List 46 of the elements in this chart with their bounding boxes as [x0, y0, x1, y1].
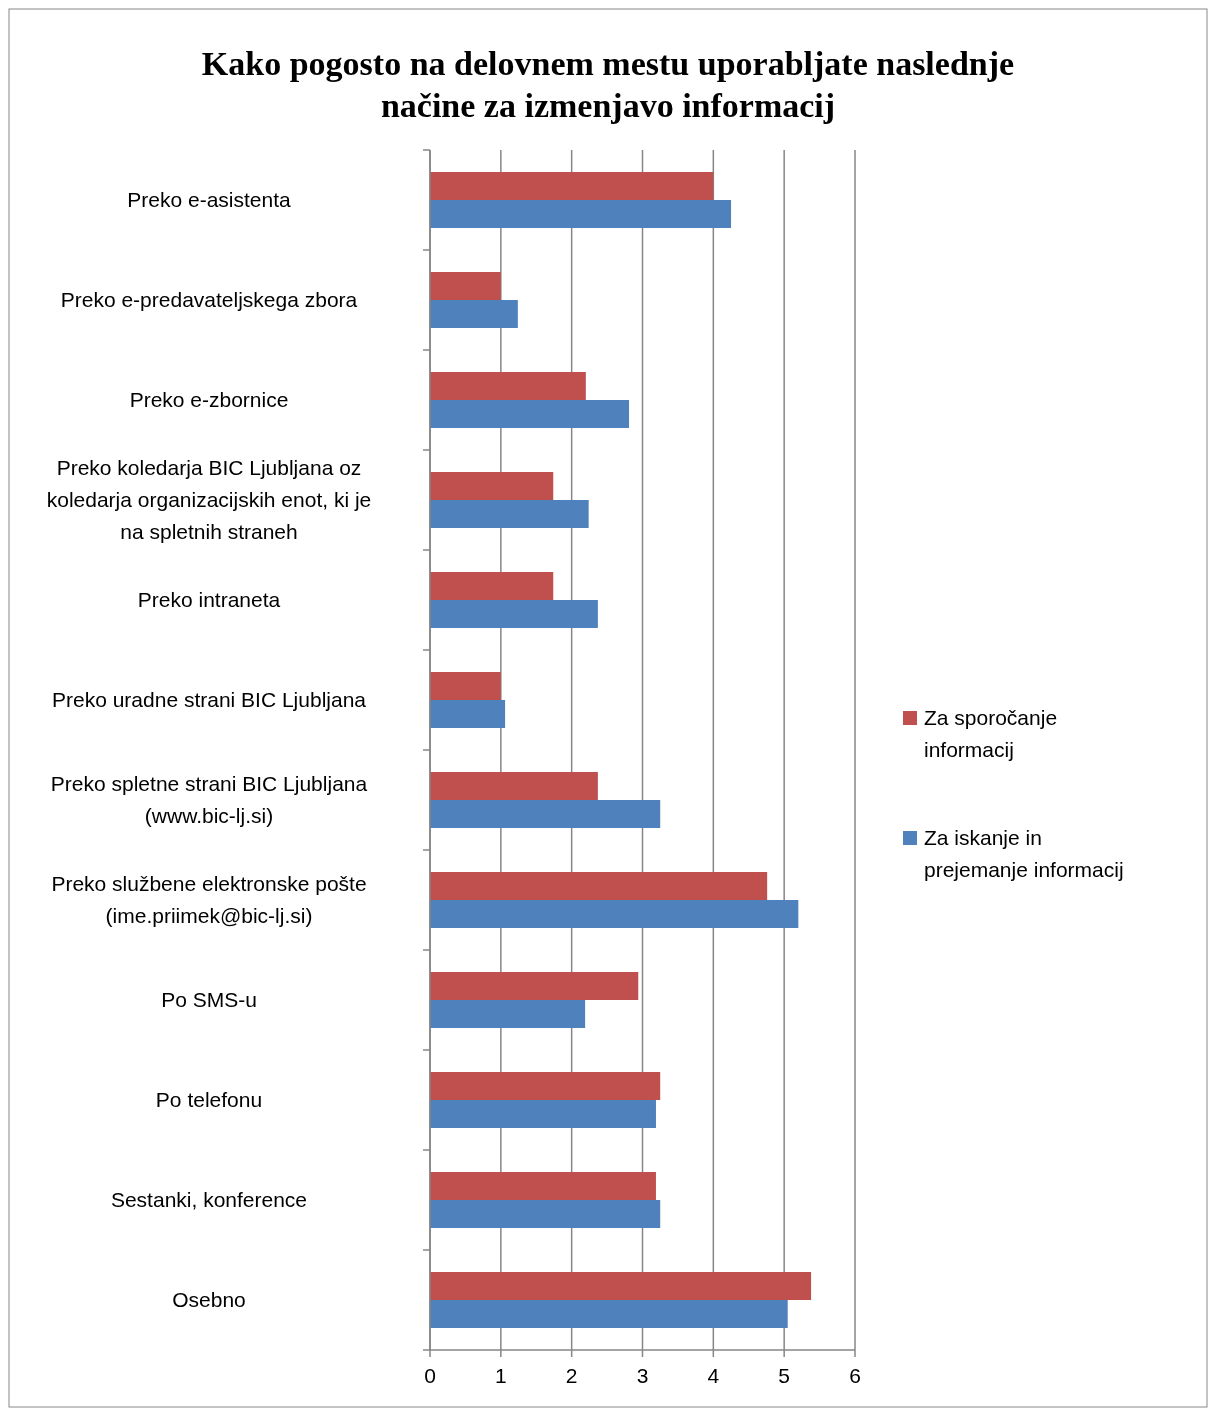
bar	[430, 700, 506, 728]
legend-label: Za sporočanje informacij	[924, 706, 1058, 761]
bar	[430, 1100, 656, 1128]
x-tick-label: 1	[494, 1364, 507, 1387]
bar	[430, 472, 554, 500]
x-tick-label: 6	[849, 1364, 861, 1387]
y-tick-label: Sestanki, konference	[110, 1188, 308, 1211]
y-tick-label: Preko e-predavateljskega zbora	[60, 288, 358, 311]
bar	[430, 300, 518, 328]
bar	[430, 1172, 656, 1200]
bar	[430, 1300, 788, 1328]
y-tick-label: Preko intraneta	[137, 588, 281, 611]
bar	[430, 172, 714, 200]
bar	[430, 272, 501, 300]
bar	[430, 572, 554, 600]
x-tick-label: 2	[565, 1364, 578, 1387]
y-tick-label: Po SMS-u	[161, 988, 257, 1011]
y-tick-label: Preko e-asistenta	[127, 188, 292, 211]
x-tick-label: 0	[424, 1364, 436, 1387]
bar	[430, 900, 799, 928]
bar	[430, 600, 598, 628]
bar	[430, 800, 661, 828]
bar	[430, 1072, 661, 1100]
y-tick-label: Preko službene elektronske pošte (ime.priimek@bic-lj.si)	[51, 872, 367, 927]
bar	[430, 772, 598, 800]
bar	[430, 672, 501, 700]
bar	[430, 1272, 812, 1300]
bar	[430, 1000, 586, 1028]
bar	[430, 372, 586, 400]
y-tick-label: Preko e-zbornice	[129, 388, 289, 411]
x-tick-label: 3	[636, 1364, 649, 1387]
y-tick-label: Preko uradne strani BIC Ljubljana	[51, 688, 367, 711]
bar	[430, 1200, 661, 1228]
y-tick-label: Osebno	[172, 1288, 246, 1311]
y-tick-label: Po telefonu	[155, 1088, 263, 1111]
x-tick-label: 4	[707, 1364, 720, 1387]
chart-title: Kako pogosto na delovnem mestu uporabljate naslednje načine za izmenjavo informacij	[201, 45, 1015, 124]
bar	[430, 972, 639, 1000]
bar	[430, 872, 768, 900]
y-tick-label: Preko koledarja BIC Ljubljana oz koledarja organizacijskih enot, ki je na spletnih straneh	[46, 456, 372, 543]
y-tick-label: Preko spletne strani BIC Ljubljana (www.bic-lj.si)	[50, 772, 368, 827]
x-tick-label: 5	[778, 1364, 791, 1387]
bar	[430, 200, 732, 228]
bar	[430, 400, 630, 428]
legend-label: Za iskanje in prejemanje informacij	[924, 826, 1124, 881]
bar	[430, 500, 589, 528]
